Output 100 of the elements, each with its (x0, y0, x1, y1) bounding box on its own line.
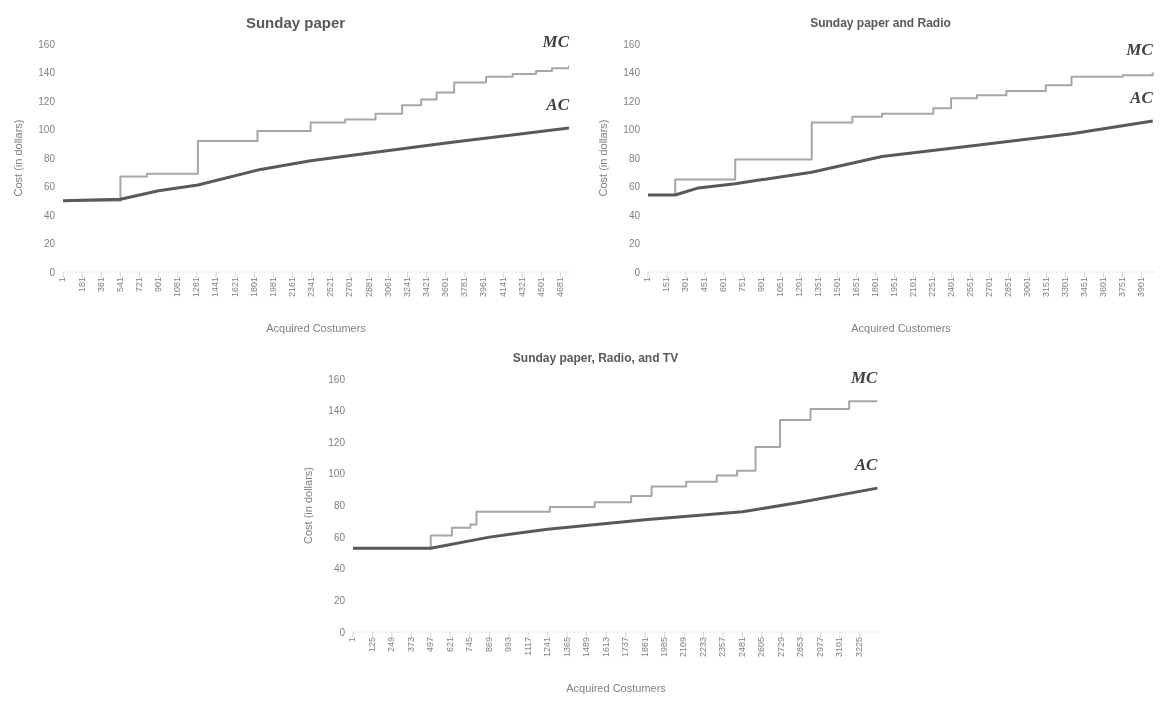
y-tick-label: 40 (333, 563, 346, 575)
y-tick-label: 160 (623, 38, 641, 50)
x-tick-label: 4141 (497, 277, 508, 298)
y-tick-label: 100 (623, 124, 641, 136)
y-tick-label: 60 (43, 181, 56, 193)
x-tick-label: 3421 (421, 277, 432, 298)
x-tick-label: 151 (661, 277, 672, 293)
x-tick-label: 3751 (1116, 277, 1127, 298)
x-tick-label: 751 (737, 277, 748, 293)
x-tick-label: 1613 (600, 637, 611, 658)
x-tick-label: 2853 (795, 637, 806, 658)
x-tick-label: 2481 (736, 637, 747, 658)
x-tick-label: 451 (699, 277, 710, 293)
y-tick-label: 80 (43, 152, 56, 164)
x-tick-label: 2551 (965, 277, 976, 298)
x-tick-label: 497 (425, 637, 436, 653)
x-tick-label: 4501 (535, 277, 546, 298)
x-tick-label: 1441 (210, 277, 221, 298)
x-tick-label: 125 (366, 637, 377, 653)
y-tick-label: 120 (38, 95, 56, 107)
x-tick-label: 3151 (1040, 277, 1051, 298)
y-tick-label: 0 (634, 266, 641, 278)
y-tick-label: 80 (333, 500, 346, 512)
x-tick-label: 621 (444, 637, 455, 653)
x-tick-label: 301 (680, 277, 691, 293)
y-tick-label: 0 (339, 626, 346, 638)
x-tick-label: 361 (95, 277, 106, 293)
x-tick-label: 1241 (542, 637, 553, 658)
y-tick-label: 80 (628, 152, 641, 164)
x-tick-label: 1201 (794, 277, 805, 298)
x-tick-label: 2251 (927, 277, 938, 298)
x-tick-label: 1351 (813, 277, 824, 298)
y-tick-label: 140 (38, 67, 56, 79)
x-axis-title: Acquired Costumers (266, 322, 367, 334)
y-tick-label: 40 (43, 209, 56, 221)
x-tick-label: 1 (642, 277, 653, 283)
x-tick-label: 249 (386, 637, 397, 653)
x-tick-label: 3781 (459, 277, 470, 298)
x-tick-label: 2851 (1003, 277, 1014, 298)
x-tick-label: 1985 (659, 637, 669, 658)
y-tick-label: 140 (328, 405, 346, 417)
y-tick-label: 160 (328, 373, 346, 385)
x-tick-label: 721 (133, 277, 144, 293)
x-tick-label: 3301 (1059, 277, 1070, 298)
x-tick-label: 1081 (172, 277, 183, 298)
y-tick-label: 60 (333, 531, 346, 543)
x-tick-label: 1621 (229, 277, 240, 298)
x-tick-label: 1051 (775, 277, 786, 298)
x-tick-label: 3061 (382, 277, 393, 298)
x-tick-label: 2401 (946, 277, 957, 298)
y-tick-label: 120 (623, 95, 641, 107)
line-series (353, 486, 879, 550)
chart-title: Sunday paper, Radio, and TV (511, 350, 680, 367)
x-tick-label: 4681 (554, 277, 565, 298)
series-label: MC (1125, 39, 1154, 59)
x-tick-label: 2357 (717, 637, 728, 658)
chart-title: Sunday paper (244, 13, 347, 33)
x-tick-label: 3101 (834, 637, 845, 658)
x-tick-label: 2881 (363, 277, 374, 298)
x-tick-label: 1737 (620, 637, 631, 658)
x-tick-label: 3001 (1021, 277, 1032, 298)
x-tick-label: 1261 (191, 277, 202, 298)
x-tick-label: 993 (503, 637, 514, 653)
x-tick-label: 2161 (287, 277, 298, 298)
x-tick-label: 901 (153, 277, 164, 293)
x-tick-label: 869 (483, 637, 494, 653)
chart-title: Sunday paper and Radio (809, 15, 952, 32)
x-tick-label: 1981 (267, 277, 278, 298)
x-tick-label: 1489 (581, 637, 592, 658)
series-label: AC (853, 455, 879, 475)
y-axis-title: Cost (in dollars) (596, 119, 609, 197)
x-tick-label: 1951 (889, 277, 900, 298)
x-tick-label: 3601 (1097, 277, 1108, 298)
y-tick-label: 40 (628, 209, 641, 221)
x-tick-label: 1365 (561, 637, 572, 658)
x-tick-label: 1 (347, 637, 358, 643)
y-tick-label: 20 (43, 238, 56, 250)
x-tick-label: 3601 (440, 277, 451, 298)
x-tick-label: 2977 (814, 637, 825, 658)
x-tick-label: 2233 (697, 637, 708, 658)
y-tick-label: 20 (333, 594, 346, 606)
x-tick-label: 3225 (853, 637, 864, 658)
x-tick-label: 745 (464, 637, 475, 653)
x-tick-label: 2109 (678, 637, 689, 658)
series-label: AC (545, 95, 570, 115)
x-tick-label: 373 (405, 637, 416, 653)
series-label: MC (541, 32, 570, 52)
x-tick-label: 3961 (478, 277, 489, 298)
x-tick-label: 3451 (1078, 277, 1089, 298)
x-tick-label: 2101 (908, 277, 919, 298)
x-tick-label: 2521 (325, 277, 336, 298)
x-tick-label: 3901 (1135, 277, 1146, 298)
x-tick-label: 2605 (756, 637, 767, 658)
x-tick-label: 3241 (401, 277, 412, 298)
y-axis-title: Cost (in dollars) (11, 119, 24, 197)
line-series (63, 126, 569, 203)
y-tick-label: 140 (623, 67, 641, 79)
series-label: AC (1129, 87, 1154, 107)
series-label: MC (849, 368, 879, 388)
x-tick-label: 2701 (984, 277, 995, 298)
